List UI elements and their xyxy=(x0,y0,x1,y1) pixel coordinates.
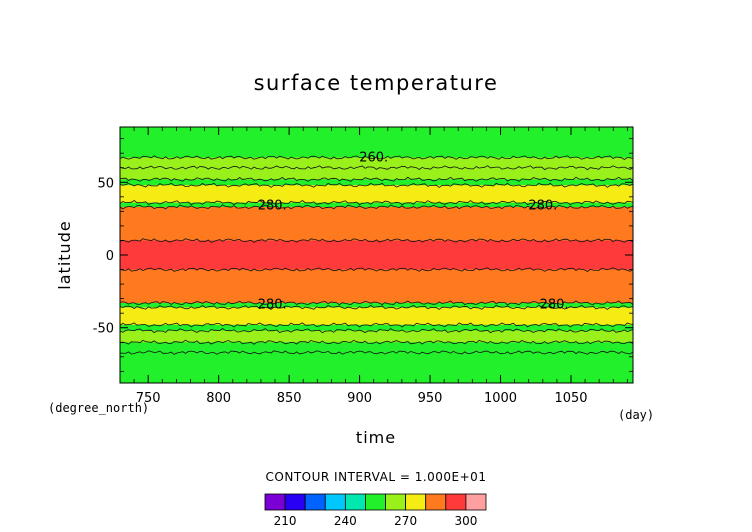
x-tick-label-1: 800 xyxy=(206,391,231,406)
plot-area xyxy=(120,127,633,383)
x-axis-unit: (day) xyxy=(618,408,654,422)
contour-line-2 xyxy=(120,328,633,334)
y-tick-label-1: 0 xyxy=(106,249,114,264)
colorbar-swatch-250 xyxy=(365,493,386,511)
contour-label-2: 280. xyxy=(528,199,557,214)
contour-line-13 xyxy=(120,155,633,160)
contour-line-1 xyxy=(120,339,633,345)
colorbar-tick-label-2: 270 xyxy=(394,514,417,528)
band-260-1 xyxy=(120,157,633,180)
contour-line-8 xyxy=(120,204,633,210)
temperature-bands xyxy=(120,127,633,383)
y-tick-label-0: -50 xyxy=(93,322,114,337)
band-270-6 xyxy=(120,307,633,325)
band-270-2 xyxy=(120,185,633,203)
colorbar-swatch-200 xyxy=(264,493,286,511)
contour-line-4 xyxy=(120,304,633,310)
y-tick-label-2: 50 xyxy=(97,176,114,191)
contour-line-9 xyxy=(120,200,633,206)
band-280-3 xyxy=(120,207,633,241)
contour-line-10 xyxy=(120,182,633,188)
colorbar-swatch-260 xyxy=(385,493,407,511)
x-axis-label: time xyxy=(356,428,396,447)
contour-label-4: 280. xyxy=(540,297,569,312)
contour-line-6 xyxy=(120,267,633,272)
x-tick-label-0: 750 xyxy=(136,391,161,406)
band-280-5 xyxy=(120,269,633,303)
contour-line-7 xyxy=(120,238,633,243)
colorbar-swatch-240 xyxy=(344,493,366,511)
contour-line-11 xyxy=(120,176,633,182)
x-axis-ticks: 750 800 850 900 950 1000 1050 xyxy=(133,127,628,406)
contour-line-12 xyxy=(120,165,633,171)
contour-label-3: 280. xyxy=(258,297,287,312)
contour-line-3 xyxy=(120,322,633,328)
chart-title: surface temperature xyxy=(254,71,499,95)
x-tick-label-4: 950 xyxy=(418,391,443,406)
colorbar-swatch-270 xyxy=(405,493,427,511)
x-tick-label-2: 850 xyxy=(277,391,302,406)
colorbar-swatch-220 xyxy=(304,493,326,511)
colorbar-swatch-300 xyxy=(465,493,487,511)
y-axis-ticks: -50 0 50 xyxy=(93,138,633,372)
colorbar-swatch-280 xyxy=(425,493,447,511)
colorbar-tick-label-3: 300 xyxy=(454,514,477,528)
band-250-8 xyxy=(120,342,633,383)
colorbar-swatch-210 xyxy=(284,493,306,511)
x-tick-label-5: 1000 xyxy=(484,391,517,406)
colorbar-ticks: 210 240 270 300 xyxy=(274,514,478,528)
contour-lines xyxy=(120,155,633,355)
contour-label-1: 280. xyxy=(258,199,287,214)
band-290-4 xyxy=(120,240,633,270)
x-tick-label-6: 1050 xyxy=(554,391,587,406)
x-tick-label-3: 900 xyxy=(347,391,372,406)
y-axis-unit: (degree_north) xyxy=(48,401,149,415)
contour-interval-text: CONTOUR INTERVAL = 1.000E+01 xyxy=(266,470,487,484)
y-axis-label: latitude xyxy=(55,220,74,289)
colorbar xyxy=(264,493,487,511)
colorbar-tick-label-1: 240 xyxy=(334,514,357,528)
contour-label-0: 260. xyxy=(359,151,388,166)
contour-line-5 xyxy=(120,300,633,306)
colorbar-swatch-290 xyxy=(445,493,467,511)
colorbar-swatch-230 xyxy=(324,493,346,511)
contour-labels: 260. 280. 280. 280. 280. xyxy=(258,151,569,313)
colorbar-tick-label-0: 210 xyxy=(274,514,297,528)
contour-line-0 xyxy=(120,350,633,355)
